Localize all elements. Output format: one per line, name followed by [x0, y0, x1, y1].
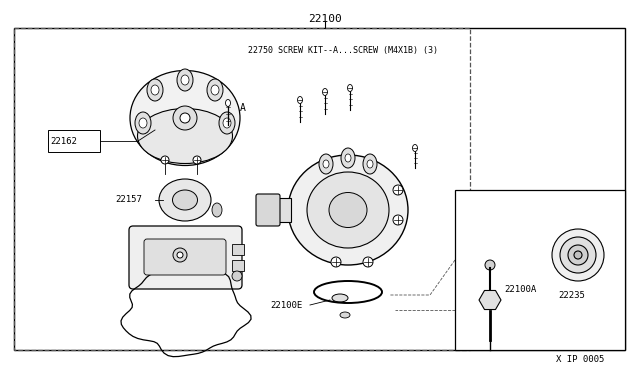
Circle shape [393, 215, 403, 225]
Ellipse shape [181, 75, 189, 85]
Ellipse shape [147, 79, 163, 101]
Ellipse shape [341, 148, 355, 168]
Ellipse shape [367, 160, 373, 168]
Ellipse shape [319, 154, 333, 174]
Ellipse shape [173, 190, 198, 210]
Circle shape [193, 156, 201, 164]
Bar [232, 260, 244, 271]
Ellipse shape [135, 112, 151, 134]
Circle shape [161, 156, 169, 164]
Text: 22157: 22157 [115, 196, 142, 205]
Text: 22100A: 22100A [504, 285, 536, 295]
Circle shape [560, 237, 596, 273]
Ellipse shape [348, 84, 353, 92]
Ellipse shape [232, 271, 242, 281]
Bar [276, 198, 291, 222]
Ellipse shape [225, 99, 230, 106]
Ellipse shape [307, 172, 389, 248]
Ellipse shape [138, 109, 232, 164]
Circle shape [485, 260, 495, 270]
Circle shape [363, 257, 373, 267]
Ellipse shape [139, 118, 147, 128]
Ellipse shape [159, 179, 211, 221]
Ellipse shape [323, 89, 328, 96]
Circle shape [173, 248, 187, 262]
Ellipse shape [298, 96, 303, 103]
Ellipse shape [177, 69, 193, 91]
Ellipse shape [130, 71, 240, 166]
Ellipse shape [223, 118, 231, 128]
Text: 22100: 22100 [308, 14, 342, 24]
Ellipse shape [332, 294, 348, 302]
Circle shape [180, 113, 190, 123]
Bar [455, 190, 625, 350]
FancyBboxPatch shape [129, 226, 242, 289]
Bar [48, 130, 100, 152]
Text: A: A [240, 103, 246, 113]
Ellipse shape [329, 192, 367, 228]
Circle shape [331, 257, 341, 267]
Text: 22750 SCREW KIT--A...SCREW (M4X1B) (3): 22750 SCREW KIT--A...SCREW (M4X1B) (3) [248, 45, 438, 55]
Bar [232, 244, 244, 255]
Ellipse shape [413, 144, 417, 151]
Ellipse shape [340, 312, 350, 318]
Circle shape [568, 245, 588, 265]
Ellipse shape [345, 154, 351, 162]
Text: 22162: 22162 [50, 137, 77, 145]
Ellipse shape [323, 160, 329, 168]
Circle shape [173, 106, 197, 130]
Bar [14, 28, 625, 350]
Ellipse shape [219, 112, 235, 134]
Ellipse shape [151, 85, 159, 95]
FancyBboxPatch shape [256, 194, 280, 226]
Circle shape [393, 185, 403, 195]
Text: 22235: 22235 [558, 291, 585, 299]
Circle shape [177, 252, 183, 258]
Ellipse shape [207, 79, 223, 101]
Ellipse shape [211, 85, 219, 95]
Text: 22100E: 22100E [270, 301, 302, 310]
Ellipse shape [363, 154, 377, 174]
Ellipse shape [288, 155, 408, 265]
Circle shape [552, 229, 604, 281]
Text: X IP 0005: X IP 0005 [556, 356, 604, 365]
Ellipse shape [212, 203, 222, 217]
Bar [14, 28, 470, 350]
Circle shape [574, 251, 582, 259]
FancyBboxPatch shape [144, 239, 226, 275]
